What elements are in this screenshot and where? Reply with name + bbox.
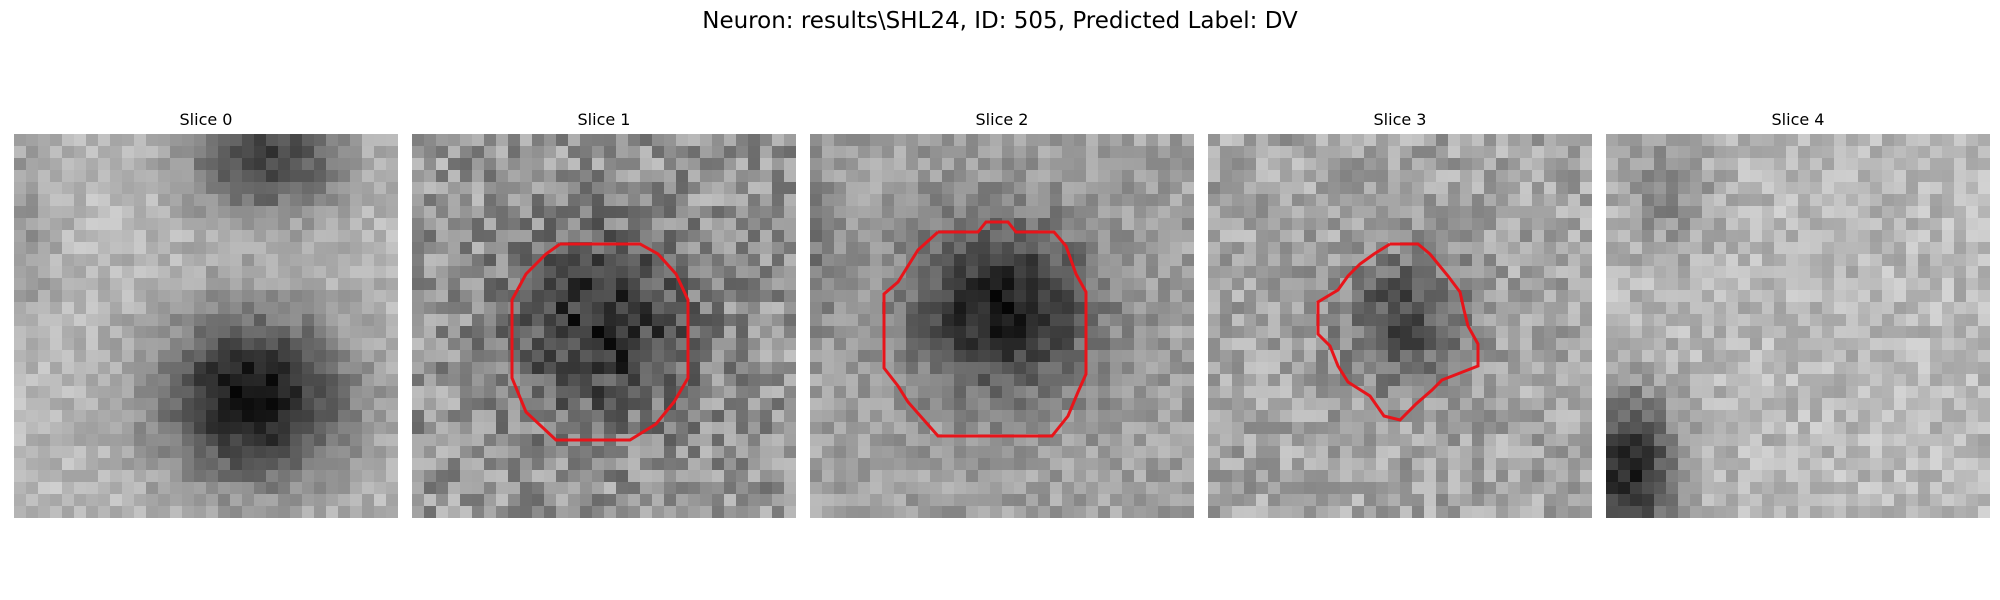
grayscale-image — [1606, 134, 1990, 518]
grayscale-image — [810, 134, 1194, 518]
slice-image-4 — [1606, 134, 1990, 518]
slice-image-1 — [412, 134, 796, 518]
slice-panel-2: Slice 2 — [810, 108, 1194, 518]
slice-image-0 — [14, 134, 398, 518]
neuron-contour — [1316, 242, 1480, 422]
neuron-contour — [510, 242, 690, 442]
slice-title: Slice 1 — [577, 110, 631, 129]
grayscale-image — [14, 134, 398, 518]
slice-title: Slice 4 — [1771, 110, 1825, 129]
slice-title: Slice 2 — [975, 110, 1029, 129]
slice-panel-3: Slice 3 — [1208, 108, 1592, 518]
slice-image-3 — [1208, 134, 1592, 518]
grayscale-image — [412, 134, 796, 518]
grayscale-image — [1208, 134, 1592, 518]
slice-panel-1: Slice 1 — [412, 108, 796, 518]
neuron-contour — [882, 220, 1088, 438]
slice-title: Slice 0 — [179, 110, 233, 129]
slice-panel-0: Slice 0 — [14, 108, 398, 518]
slice-panel-4: Slice 4 — [1606, 108, 1990, 518]
figure-title: Neuron: results\SHL24, ID: 505, Predicte… — [702, 8, 1298, 34]
slice-title: Slice 3 — [1373, 110, 1427, 129]
slice-image-2 — [810, 134, 1194, 518]
